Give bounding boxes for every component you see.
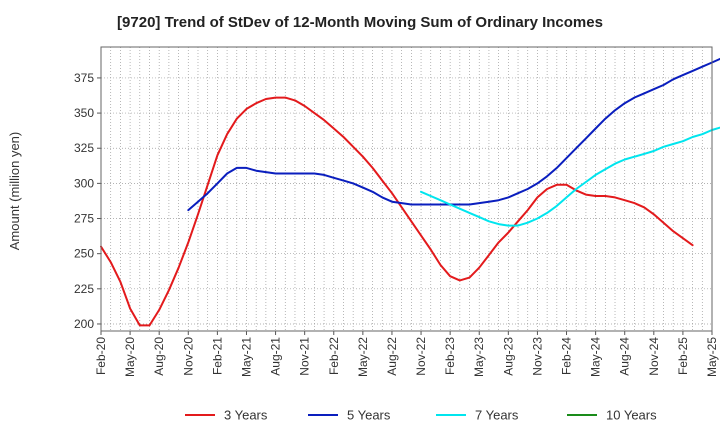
y-axis-ticks: 200 225 250 275 300 325 350 375 <box>74 71 101 331</box>
x-tick-label: May-24 <box>589 337 603 377</box>
legend-item-5-years: 5 Years <box>308 408 391 423</box>
x-tick-label: Nov-23 <box>530 337 544 376</box>
chart-title: [9720] Trend of StDev of 12-Month Moving… <box>117 14 603 31</box>
x-tick-label: Aug-22 <box>385 337 399 376</box>
vertical-gridlines <box>110 47 703 331</box>
x-tick-label: Nov-20 <box>181 337 195 376</box>
legend-label: 10 Years <box>606 408 657 423</box>
y-tick-label: 225 <box>74 282 94 296</box>
y-tick-label: 300 <box>74 176 94 190</box>
x-tick-label: May-23 <box>472 337 486 377</box>
x-tick-label: May-20 <box>123 337 137 377</box>
x-tick-label: Aug-24 <box>618 337 632 376</box>
legend-item-10-years: 10 Years <box>567 408 657 423</box>
x-tick-label: Feb-22 <box>327 337 341 375</box>
series-line-7-years <box>420 126 720 227</box>
y-tick-label: 325 <box>74 141 94 155</box>
y-axis-title: Amount (million yen) <box>7 132 22 251</box>
x-tick-label: Aug-23 <box>501 337 515 376</box>
legend-label: 5 Years <box>347 408 391 423</box>
plot-frame <box>100 46 713 332</box>
plot-background <box>101 47 712 331</box>
x-tick-label: Nov-24 <box>647 337 661 376</box>
legend-label: 7 Years <box>475 408 519 423</box>
legend-item-3-years: 3 Years <box>185 408 268 423</box>
x-tick-label: May-21 <box>239 337 253 377</box>
legend-item-7-years: 7 Years <box>436 408 519 423</box>
legend: 3 Years 5 Years 7 Years 10 Years <box>185 408 657 423</box>
y-tick-label: 350 <box>74 106 94 120</box>
x-tick-label: Aug-20 <box>152 337 166 376</box>
y-tick-label: 250 <box>74 247 94 261</box>
series-line-3-years <box>100 96 694 327</box>
x-tick-label: May-25 <box>705 337 719 377</box>
x-tick-label: Nov-21 <box>298 337 312 376</box>
series-lines <box>100 57 720 327</box>
y-tick-label: 200 <box>74 317 94 331</box>
y-tick-label: 275 <box>74 212 94 226</box>
series-line-5-years <box>187 57 720 212</box>
x-tick-label: Nov-22 <box>414 337 428 376</box>
x-tick-label: Feb-20 <box>94 337 108 375</box>
y-tick-label: 375 <box>74 71 94 85</box>
x-tick-label: Feb-23 <box>443 337 457 375</box>
x-tick-label: Feb-21 <box>210 337 224 375</box>
x-tick-label: Aug-21 <box>269 337 283 376</box>
plot-area <box>101 47 712 331</box>
plot-border <box>100 46 713 332</box>
x-tick-label: Feb-24 <box>560 337 574 375</box>
x-axis-ticks: Feb-20 May-20 Aug-20 Nov-20 Feb-21 May-21 Aug-… <box>94 331 719 377</box>
x-tick-label: Feb-25 <box>676 337 690 375</box>
legend-label: 3 Years <box>224 408 268 423</box>
x-tick-label: May-22 <box>356 337 370 377</box>
